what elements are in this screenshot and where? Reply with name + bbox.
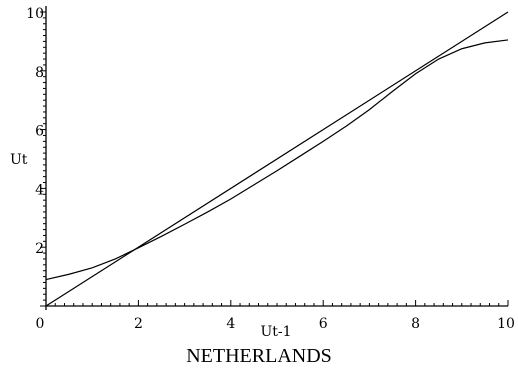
- chart-title: NETHERLANDS: [186, 345, 332, 367]
- axes: [40, 6, 509, 310]
- x-tick-label: 0: [36, 316, 45, 332]
- series-layer: [45, 11, 509, 307]
- y-tick-label: 4: [35, 182, 44, 198]
- y-tick-label: 10: [26, 6, 44, 22]
- x-tick-label: 8: [411, 316, 420, 332]
- x-tick-label: 4: [226, 316, 235, 332]
- series-line-1: [45, 11, 509, 307]
- y-tick-label: 6: [35, 124, 44, 140]
- y-tick-label: 8: [35, 65, 44, 81]
- x-tick-label: 2: [134, 316, 143, 332]
- x-tick-label: 6: [319, 316, 328, 332]
- x-tick-label: 10: [497, 316, 515, 332]
- series-line-2: [45, 39, 509, 281]
- x-axis-label: Ut-1: [260, 324, 291, 340]
- y-axis-label: Ut: [10, 152, 28, 168]
- labels: 0 2 4 6 8 10 2 4 6 8 10 Ut-1 Ut NETHERLANDS: [10, 6, 515, 367]
- y-tick-label: 2: [35, 241, 44, 257]
